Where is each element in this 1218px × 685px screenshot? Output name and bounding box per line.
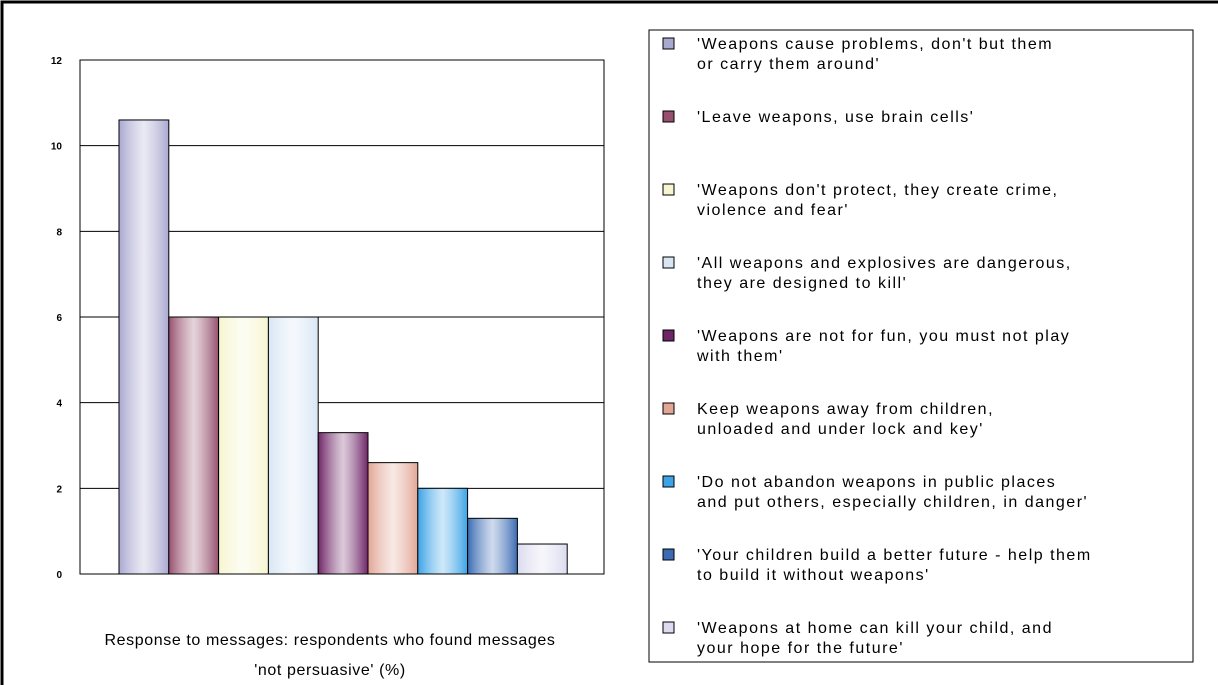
- legend-label: 'Your children build a better future - h…: [697, 547, 1092, 584]
- y-tick-label: 6: [56, 313, 62, 324]
- legend-label: 'Weapons cause problems, don't but them …: [697, 36, 1054, 73]
- legend-label: 'Weapons are not for fun, you must not p…: [697, 328, 1071, 365]
- legend-swatch: [662, 329, 675, 342]
- legend-swatch: [662, 548, 675, 561]
- y-tick-label: 10: [51, 142, 63, 153]
- legend-swatch: [662, 621, 675, 634]
- legend-label: 'Weapons don't protect, they create crim…: [697, 182, 1059, 219]
- legend-label: 'Weapons at home can kill your child, an…: [697, 620, 1053, 657]
- legend-swatch: [662, 402, 675, 415]
- bar: [317, 432, 369, 575]
- legend-swatch: [662, 110, 675, 123]
- bar: [267, 316, 319, 575]
- legend-swatch: [662, 37, 675, 50]
- y-tick-label: 8: [56, 227, 62, 238]
- legend-swatch: [662, 475, 675, 488]
- y-tick-label: 4: [56, 399, 62, 410]
- legend-label: Keep weapons away from children, unloade…: [697, 401, 995, 438]
- bar: [516, 543, 568, 575]
- bar: [168, 316, 220, 575]
- legend-swatch: [662, 256, 675, 269]
- legend-label: 'All weapons and explosives are dangerou…: [697, 255, 1072, 292]
- bar: [367, 462, 419, 575]
- y-tick-label: 2: [56, 484, 62, 495]
- legend-swatch: [662, 183, 675, 196]
- y-tick-label: 12: [51, 56, 63, 67]
- legend-box: [648, 29, 1194, 663]
- legend-label: 'Do not abandon weapons in public places…: [697, 474, 1089, 511]
- bar: [417, 487, 469, 575]
- bar: [467, 517, 518, 575]
- bar: [218, 316, 269, 575]
- bar: [118, 119, 170, 575]
- chart-title: Response to messages: respondents who fo…: [104, 632, 556, 679]
- y-tick-label: 0: [56, 570, 62, 581]
- legend-label: 'Leave weapons, use brain cells': [697, 109, 975, 126]
